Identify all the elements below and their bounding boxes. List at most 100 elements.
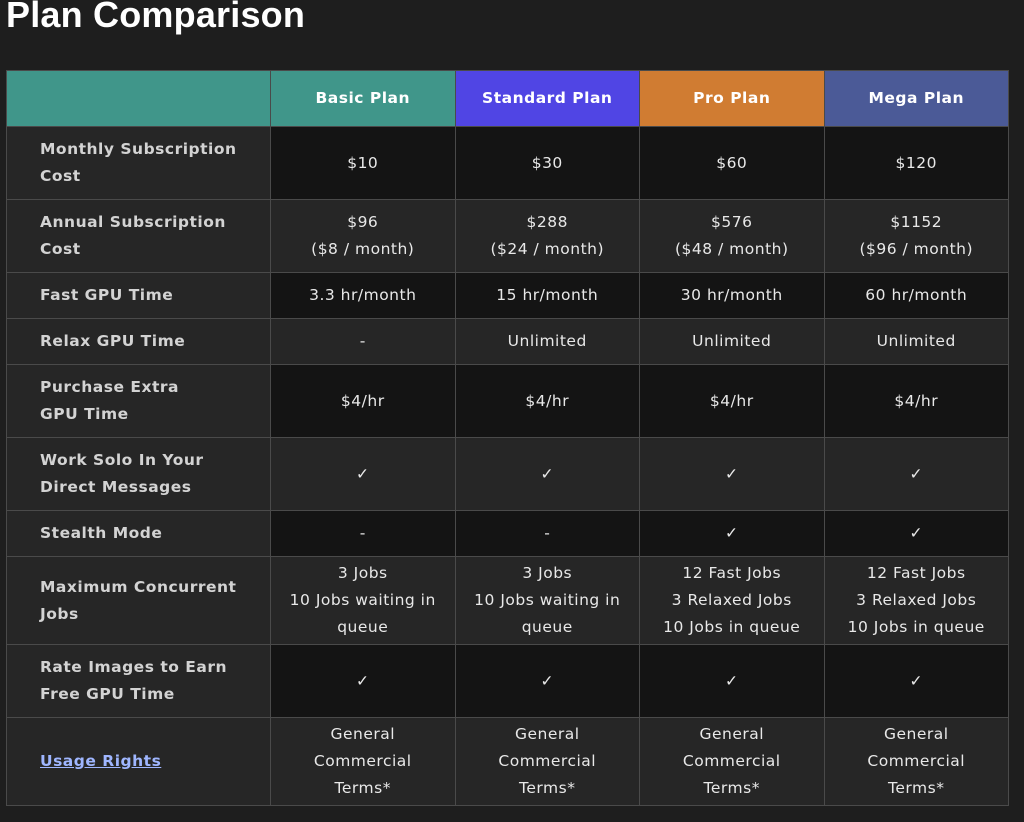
- usage-rights-link[interactable]: Usage Rights: [40, 752, 162, 770]
- standard-plan-value-cell: ✓: [454, 437, 640, 511]
- page-title: Plan Comparison: [6, 0, 306, 35]
- checkmark-icon: ✓: [356, 464, 370, 483]
- mega-plan-value-cell: 12 Fast Jobs 3 Relaxed Jobs 10 Jobs in que…: [823, 556, 1009, 645]
- cell-value: 10 Jobs in queue: [847, 618, 985, 636]
- pro-plan-value-cell: General Commercial Terms*: [639, 717, 825, 806]
- basic-plan-value-cell: $4/hr: [270, 364, 456, 438]
- cell-value: $576: [711, 213, 753, 231]
- cell-value: Unlimited: [876, 332, 956, 350]
- cell-value: $1152: [890, 213, 943, 231]
- feature-label-cell: Purchase Extra GPU Time: [6, 364, 271, 438]
- basic-plan-value-cell: ✓: [270, 644, 456, 718]
- basic-plan-value-cell: -: [270, 318, 456, 365]
- cell-value: queue: [521, 618, 573, 636]
- cell-value: 10 Jobs waiting in: [289, 591, 436, 609]
- cell-value: Commercial: [498, 752, 597, 770]
- feature-label: Free GPU Time: [40, 685, 175, 703]
- feature-label: Purchase Extra: [40, 378, 179, 396]
- cell-value: -: [544, 524, 551, 542]
- standard-plan-value-cell: $288 ($24 / month): [454, 199, 640, 273]
- feature-label-cell: Fast GPU Time: [6, 272, 271, 319]
- cell-value: ($48 / month): [674, 240, 789, 258]
- cell-value: General: [514, 725, 580, 743]
- mega-plan-value-cell: $120: [823, 126, 1009, 200]
- cell-value: Terms*: [888, 779, 945, 797]
- basic-plan-value-cell: -: [270, 510, 456, 557]
- table-row: Annual Subscription Cost $96 ($8 / month) $2…: [6, 199, 1009, 273]
- checkmark-icon: ✓: [725, 671, 739, 690]
- feature-label-cell: Usage Rights: [6, 717, 271, 806]
- cell-value: General: [699, 725, 765, 743]
- cell-value: 3.3 hr/month: [309, 286, 417, 304]
- feature-label: Cost: [40, 167, 81, 185]
- basic-plan-value-cell: ✓: [270, 437, 456, 511]
- table-row: Fast GPU Time 3.3 hr/month 15 hr/month 30 h…: [6, 272, 1009, 319]
- cell-value: Terms*: [703, 779, 760, 797]
- header-corner-cell: [6, 70, 271, 127]
- feature-label-cell: Stealth Mode: [6, 510, 271, 557]
- pro-plan-value-cell: ✓: [639, 644, 825, 718]
- feature-label: Relax GPU Time: [40, 332, 186, 350]
- pro-plan-value-cell: $576 ($48 / month): [639, 199, 825, 273]
- checkmark-icon: ✓: [540, 464, 554, 483]
- cell-value: ($8 / month): [311, 240, 415, 258]
- checkmark-icon: ✓: [540, 671, 554, 690]
- feature-label-cell: Maximum Concurrent Jobs: [6, 556, 271, 645]
- table-row: Stealth Mode - - ✓ ✓: [6, 510, 1009, 557]
- basic-plan-value-cell: 3.3 hr/month: [270, 272, 456, 319]
- header-basic-plan: Basic Plan: [270, 70, 456, 127]
- cell-value: 30 hr/month: [680, 286, 783, 304]
- cell-value: 3 Relaxed Jobs: [856, 591, 977, 609]
- cell-value: $96: [347, 213, 379, 231]
- basic-plan-value-cell: 3 Jobs 10 Jobs waiting in queue: [270, 556, 456, 645]
- cell-value: queue: [337, 618, 389, 636]
- mega-plan-value-cell: 60 hr/month: [823, 272, 1009, 319]
- standard-plan-value-cell: $4/hr: [454, 364, 640, 438]
- pro-plan-value-cell: Unlimited: [639, 318, 825, 365]
- standard-plan-value-cell: General Commercial Terms*: [454, 717, 640, 806]
- feature-label-cell: Rate Images to Earn Free GPU Time: [6, 644, 271, 718]
- cell-value: 15 hr/month: [496, 286, 599, 304]
- cell-value: General: [330, 725, 396, 743]
- checkmark-icon: ✓: [909, 464, 923, 483]
- checkmark-icon: ✓: [909, 524, 923, 542]
- cell-value: 3 Jobs: [337, 564, 388, 582]
- pro-plan-value-cell: $60: [639, 126, 825, 200]
- mega-plan-value-cell: Unlimited: [823, 318, 1009, 365]
- table-row: Usage Rights General Commercial Terms* Gener…: [6, 717, 1009, 806]
- feature-label: Cost: [40, 240, 81, 258]
- table-row: Monthly Subscription Cost $10 $30 $60 $120: [6, 126, 1009, 200]
- checkmark-icon: ✓: [725, 464, 739, 483]
- header-mega-plan: Mega Plan: [823, 70, 1009, 127]
- mega-plan-value-cell: General Commercial Terms*: [823, 717, 1009, 806]
- basic-plan-value-cell: $10: [270, 126, 456, 200]
- mega-plan-value-cell: ✓: [823, 510, 1009, 557]
- checkmark-icon: ✓: [356, 671, 370, 690]
- cell-value: Unlimited: [692, 332, 772, 350]
- standard-plan-value-cell: Unlimited: [454, 318, 640, 365]
- cell-value: -: [359, 332, 366, 350]
- feature-label: Stealth Mode: [40, 524, 163, 542]
- cell-value: ($24 / month): [490, 240, 605, 258]
- cell-value: 12 Fast Jobs: [682, 564, 782, 582]
- pro-plan-value-cell: 12 Fast Jobs 3 Relaxed Jobs 10 Jobs in que…: [639, 556, 825, 645]
- cell-value: Unlimited: [507, 332, 587, 350]
- feature-label: Annual Subscription: [40, 213, 226, 231]
- table-row: Maximum Concurrent Jobs 3 Jobs 10 Jobs wait…: [6, 556, 1009, 645]
- cell-value: 10 Jobs in queue: [663, 618, 801, 636]
- checkmark-icon: ✓: [725, 524, 739, 542]
- cell-value: $120: [895, 153, 937, 172]
- cell-value: 10 Jobs waiting in: [474, 591, 621, 609]
- pro-plan-value-cell: $4/hr: [639, 364, 825, 438]
- feature-label-cell: Annual Subscription Cost: [6, 199, 271, 273]
- header-pro-plan: Pro Plan: [639, 70, 825, 127]
- feature-label-cell: Monthly Subscription Cost: [6, 126, 271, 200]
- cell-value: 3 Jobs: [522, 564, 573, 582]
- standard-plan-value-cell: -: [454, 510, 640, 557]
- table-row: Rate Images to Earn Free GPU Time ✓ ✓ ✓ ✓: [6, 644, 1009, 718]
- cell-value: -: [359, 524, 366, 542]
- feature-label: Maximum Concurrent: [40, 577, 237, 596]
- header-standard-plan: Standard Plan: [454, 70, 640, 127]
- cell-value: $60: [716, 153, 748, 172]
- table-body: Monthly Subscription Cost $10 $30 $60 $120 Ann…: [6, 126, 1009, 806]
